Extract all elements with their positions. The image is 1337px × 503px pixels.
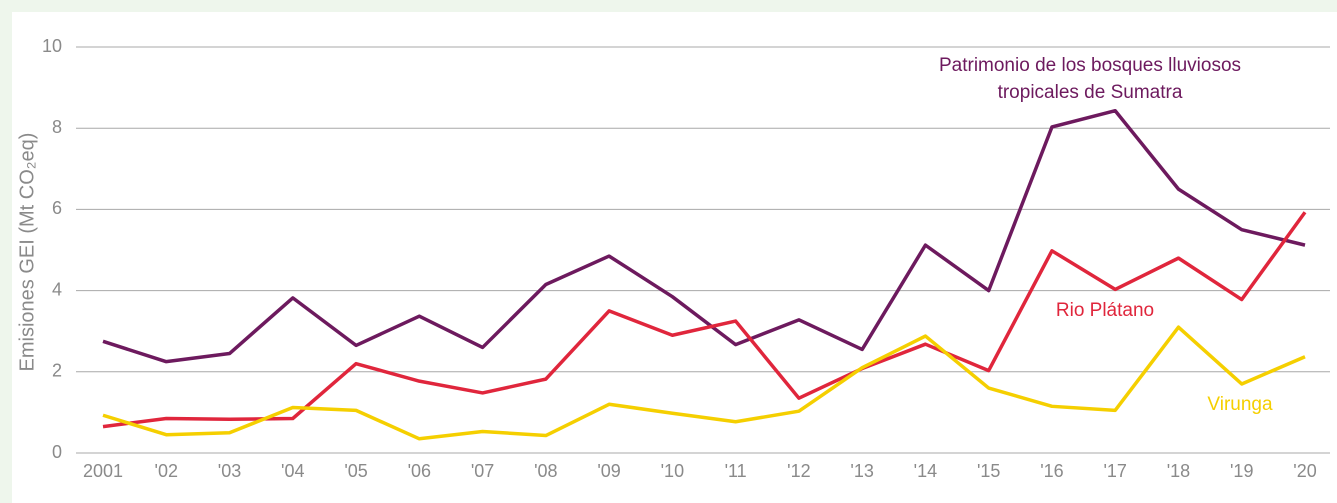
x-tick-label: '06 [408,461,431,481]
x-tick-label: '16 [1040,461,1063,481]
x-tick-label: 2001 [83,461,123,481]
y-tick-label: 6 [52,198,62,218]
panel [12,12,1337,503]
y-tick-label: 0 [52,442,62,462]
x-tick-label: '03 [218,461,241,481]
x-tick-label: '07 [471,461,494,481]
x-tick-label: '20 [1293,461,1316,481]
series-label: Virunga [1207,394,1273,415]
x-tick-label: '15 [977,461,1000,481]
series-label: Patrimonio de los bosques lluviosos trop… [938,55,1242,103]
x-tick-label: '14 [914,461,937,481]
x-tick-label: '04 [281,461,304,481]
series-line [102,108,1306,364]
y-tick-label: 10 [42,36,62,56]
x-tick-label: '19 [1230,461,1253,481]
x-tick-label: '08 [534,461,557,481]
x-tick-label: '18 [1167,461,1190,481]
series-label: Rio Plátano [1055,300,1155,321]
y-tick-label: 2 [52,361,62,381]
y-axis-label: Emisiones GEI (Mt CO₂eq) [16,133,38,372]
x-tick-label: '10 [661,461,684,481]
x-tick-label: '13 [850,461,873,481]
x-tick-label: '11 [725,461,747,481]
x-tick-label: '02 [155,461,178,481]
series-line [102,325,1306,441]
x-tick-label: '17 [1103,461,1126,481]
y-tick-label: 4 [52,279,62,299]
x-tick-label: '05 [344,461,367,481]
x-tick-label: '09 [597,461,620,481]
y-tick-label: 8 [52,117,62,137]
x-tick-label: '12 [787,461,810,481]
